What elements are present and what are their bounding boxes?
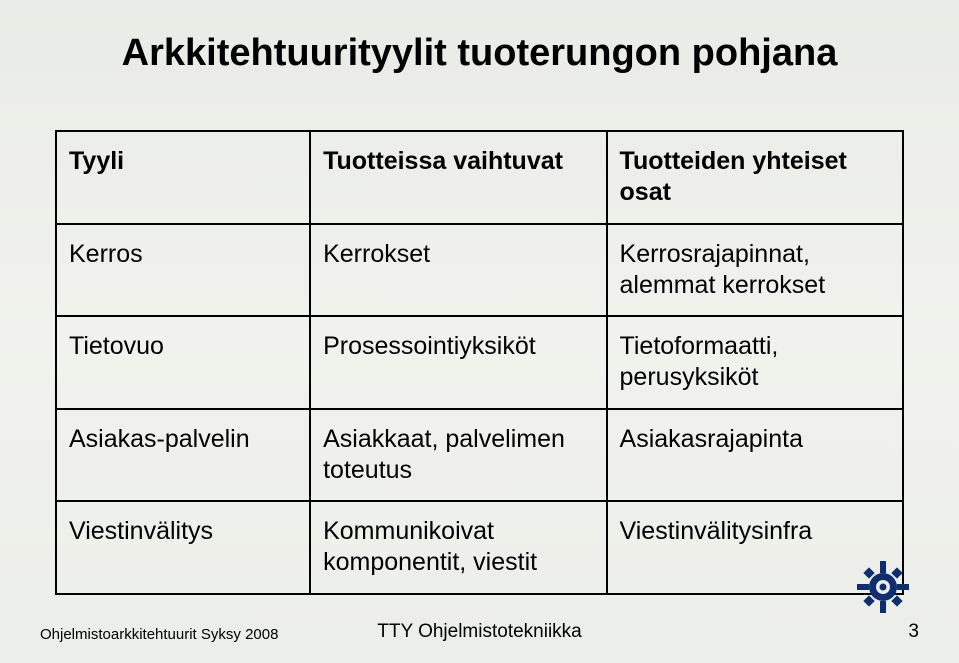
footer-center-text: TTY Ohjelmistotekniikka <box>40 621 919 643</box>
table-header-row: Tyyli Tuotteissa vaihtuvat Tuotteiden yh… <box>56 131 903 224</box>
styles-table-wrap: Tyyli Tuotteissa vaihtuvat Tuotteiden yh… <box>55 130 904 595</box>
table-cell: Kommunikoivat komponentit, viestit <box>310 501 606 594</box>
table-cell: Tietovuo <box>56 316 310 409</box>
table-header-cell: Tyyli <box>56 131 310 224</box>
footer-page-number: 3 <box>908 621 919 643</box>
table-row: Asiakas-palvelin Asiakkaat, palvelimen t… <box>56 409 903 502</box>
slide: Arkkitehtuurityylit tuoterungon pohjana … <box>0 0 959 663</box>
table-header-cell: Tuotteiden yhteiset osat <box>607 131 903 224</box>
slide-title: Arkkitehtuurityylit tuoterungon pohjana <box>55 32 904 75</box>
table-cell: Kerrosrajapinnat, alemmat kerrokset <box>607 224 903 317</box>
table-row: Kerros Kerrokset Kerrosrajapinnat, alemm… <box>56 224 903 317</box>
table-cell: Asiakasrajapinta <box>607 409 903 502</box>
table-header-cell: Tuotteissa vaihtuvat <box>310 131 606 224</box>
table-cell: Asiakas-palvelin <box>56 409 310 502</box>
table-cell: Tietoformaatti, perusyksiköt <box>607 316 903 409</box>
table-row: Viestinvälitys Kommunikoivat komponentit… <box>56 501 903 594</box>
table-cell: Prosessointiyksiköt <box>310 316 606 409</box>
table-cell: Kerrokset <box>310 224 606 317</box>
styles-table: Tyyli Tuotteissa vaihtuvat Tuotteiden yh… <box>55 130 904 595</box>
tty-logo-icon <box>855 559 911 615</box>
slide-footer: Ohjelmistoarkkitehtuurit Syksy 2008 TTY … <box>40 613 919 643</box>
table-row: Tietovuo Prosessointiyksiköt Tietoformaa… <box>56 316 903 409</box>
table-cell: Kerros <box>56 224 310 317</box>
table-cell: Asiakkaat, palvelimen toteutus <box>310 409 606 502</box>
table-cell: Viestinvälitys <box>56 501 310 594</box>
